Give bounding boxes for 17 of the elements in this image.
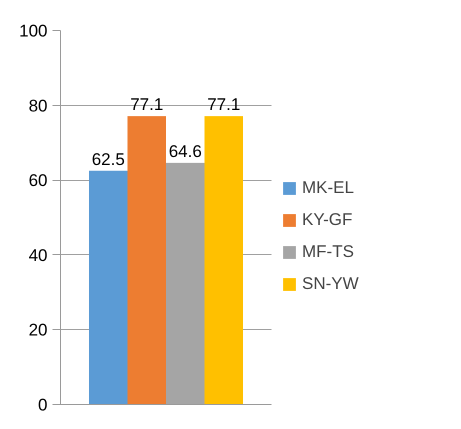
bar bbox=[127, 116, 166, 404]
bar bbox=[88, 170, 128, 404]
data-label: 62.5 bbox=[92, 150, 125, 169]
legend-label: MF-TS bbox=[302, 242, 354, 262]
y-tick-label: 60 bbox=[28, 171, 48, 190]
y-tick-label: 100 bbox=[19, 22, 48, 40]
data-label: 64.6 bbox=[168, 142, 202, 161]
data-label: 77.1 bbox=[130, 95, 164, 114]
data-label: 77.1 bbox=[207, 95, 240, 114]
legend-label: SN-YW bbox=[302, 274, 359, 294]
y-tick-label: 20 bbox=[28, 320, 48, 340]
y-tick-label: 40 bbox=[28, 246, 48, 265]
legend-label: MK-EL bbox=[302, 178, 354, 198]
y-tick-label: 0 bbox=[38, 396, 48, 414]
bar bbox=[204, 116, 244, 404]
legend-label: KY-GF bbox=[302, 210, 352, 230]
y-tick-label: 80 bbox=[28, 96, 48, 116]
